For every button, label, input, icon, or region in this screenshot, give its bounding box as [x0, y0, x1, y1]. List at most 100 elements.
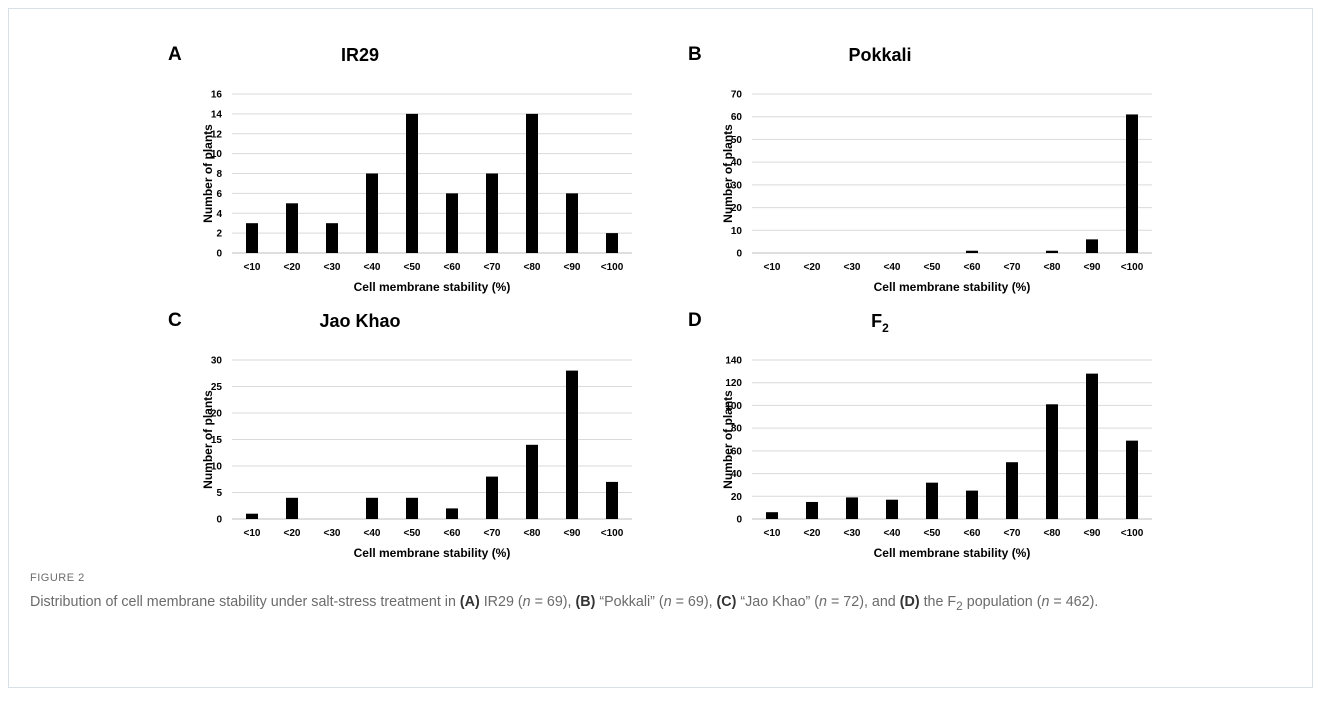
bar	[326, 223, 338, 253]
bar	[886, 499, 898, 519]
x-tick-label: <20	[804, 262, 821, 273]
bar	[926, 482, 938, 519]
y-tick-label: 12	[211, 129, 223, 140]
bar	[286, 497, 298, 519]
panel-a: A IR29 0 2 4 6 8 10 12 14 16 <10 <20 <30 <40 <50 <60 <70 <…	[160, 42, 680, 294]
bar	[806, 501, 818, 519]
caption-segment: = 72), and	[827, 594, 900, 610]
y-tick-label: 140	[725, 356, 742, 367]
y-axis-label: Number of plants	[721, 124, 735, 223]
caption-segment: n	[1041, 594, 1050, 610]
panel-letter: B	[688, 44, 702, 65]
caption-segment: = 69),	[530, 594, 576, 610]
x-tick-label: <30	[844, 528, 861, 539]
y-tick-label: 0	[736, 515, 742, 526]
bar	[966, 250, 978, 253]
x-tick-label: <100	[1121, 262, 1144, 273]
chart-title: Jao Khao	[319, 311, 400, 331]
bar	[526, 444, 538, 519]
caption-segment: n	[522, 594, 531, 610]
x-tick-label: <10	[244, 528, 261, 539]
caption-segment: (B)	[575, 594, 596, 610]
x-tick-label: <60	[444, 262, 461, 273]
y-tick-label: 60	[731, 446, 743, 457]
y-tick-label: 0	[216, 249, 222, 260]
x-tick-label: <30	[324, 528, 341, 539]
y-tick-label: 0	[216, 515, 222, 526]
x-tick-label: <60	[964, 528, 981, 539]
y-axis-label: Number of plants	[721, 390, 735, 489]
chart-title: F2	[871, 311, 889, 335]
y-tick-label: 6	[216, 189, 222, 200]
caption-text: Distribution of cell membrane stability …	[30, 592, 1292, 616]
panel-c: C Jao Khao 0 5 10 15 20 25 30 <10 <20 <30 <40 <50 <60 <…	[160, 308, 680, 560]
x-tick-label: <70	[1004, 528, 1021, 539]
chart-title-subscript: 2	[882, 321, 889, 335]
caption-segment: “Jao Khao” (	[736, 594, 820, 610]
x-tick-label: <100	[601, 262, 624, 273]
panel-letter: C	[168, 310, 182, 331]
y-tick-label: 25	[211, 382, 223, 393]
y-tick-label: 14	[211, 109, 223, 120]
y-tick-label: 15	[211, 435, 223, 446]
chart-title: Pokkali	[848, 45, 911, 65]
figure-label: FIGURE 2	[30, 572, 85, 584]
x-tick-label: <10	[764, 528, 781, 539]
y-tick-label: 50	[731, 135, 743, 146]
bar	[606, 233, 618, 253]
x-tick-label: <90	[564, 528, 581, 539]
bar	[1046, 250, 1058, 253]
chart-title-text: Pokkali	[848, 45, 911, 65]
x-tick-label: <30	[844, 262, 861, 273]
y-tick-label: 10	[211, 149, 223, 160]
caption-segment: (D)	[899, 594, 920, 610]
y-tick-label: 40	[731, 469, 743, 480]
x-axis-label: Cell membrane stability (%)	[874, 280, 1031, 294]
x-tick-label: <60	[964, 262, 981, 273]
x-tick-label: <30	[324, 262, 341, 273]
y-tick-label: 40	[731, 158, 743, 169]
bar	[766, 512, 778, 519]
y-tick-label: 120	[725, 378, 742, 389]
bar	[846, 497, 858, 519]
bar	[246, 223, 258, 253]
y-tick-label: 2	[216, 229, 222, 240]
x-tick-label: <10	[244, 262, 261, 273]
x-tick-label: <50	[404, 528, 421, 539]
panel-b: B Pokkali 0 10 20 30 40 50 60 70 <10 <20 <30 <40 <50 <6…	[680, 42, 1200, 294]
x-tick-label: <80	[524, 528, 541, 539]
y-tick-label: 60	[731, 112, 743, 123]
chart-title: IR29	[341, 45, 379, 65]
bar	[1006, 462, 1018, 519]
y-tick-label: 30	[731, 180, 743, 191]
caption-segment: 2	[956, 598, 963, 613]
bar	[1126, 114, 1138, 253]
y-tick-label: 30	[211, 356, 223, 367]
x-tick-label: <20	[804, 528, 821, 539]
bar	[286, 203, 298, 253]
y-tick-label: 20	[731, 203, 743, 214]
bar	[246, 513, 258, 519]
x-tick-label: <50	[404, 262, 421, 273]
x-tick-label: <60	[444, 528, 461, 539]
y-tick-label: 10	[731, 226, 743, 237]
chart-title-text: F	[871, 311, 882, 331]
y-tick-label: 70	[731, 90, 743, 101]
y-tick-label: 4	[216, 209, 222, 220]
y-tick-label: 20	[731, 492, 743, 503]
x-tick-label: <80	[1044, 262, 1061, 273]
bar	[446, 193, 458, 253]
bar	[606, 481, 618, 519]
bar	[566, 370, 578, 519]
bar	[406, 497, 418, 519]
x-tick-label: <40	[884, 262, 901, 273]
chart-title-text: Jao Khao	[319, 311, 400, 331]
x-tick-label: <70	[1004, 262, 1021, 273]
x-tick-label: <70	[484, 262, 501, 273]
x-tick-label: <20	[284, 528, 301, 539]
panel-d: D F2 0 20 40 60 80 100 120 140 <10 <20 <30 <40 <50 <60 <…	[680, 308, 1200, 560]
y-tick-label: 16	[211, 90, 223, 101]
bar	[366, 173, 378, 253]
figure-caption: FIGURE 2 Distribution of cell membrane s…	[30, 572, 1292, 616]
caption-segment: the F	[919, 594, 957, 610]
